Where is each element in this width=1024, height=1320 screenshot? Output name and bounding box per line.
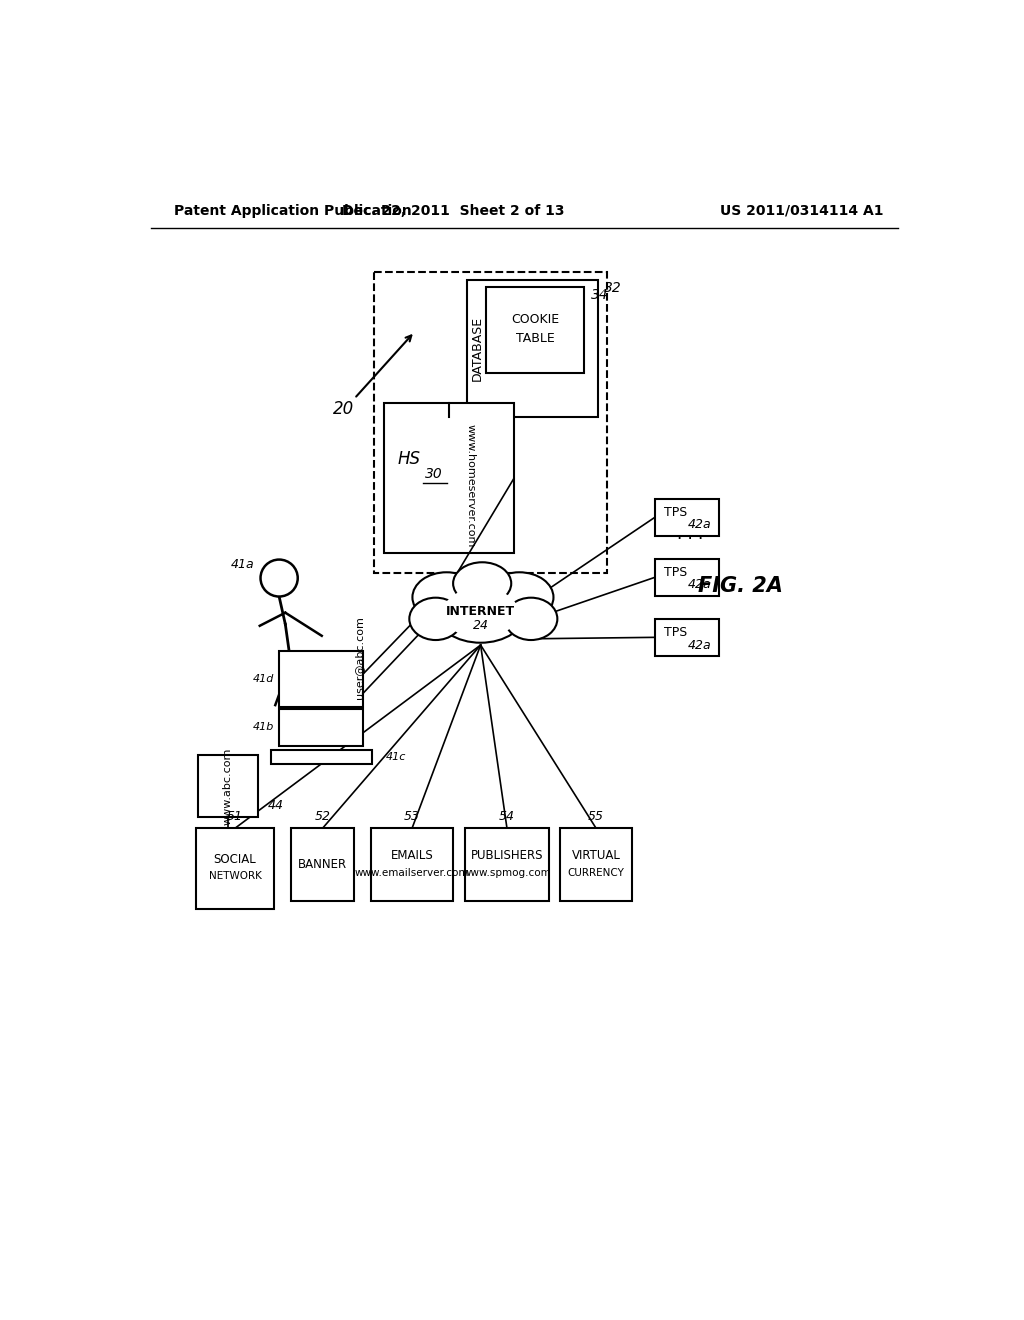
Text: 44: 44 <box>267 799 284 812</box>
Bar <box>280 651 362 706</box>
Text: 41a: 41a <box>230 558 255 572</box>
Text: EMAILS: EMAILS <box>391 849 433 862</box>
Text: COOKIE: COOKIE <box>511 313 559 326</box>
Text: TPS: TPS <box>664 626 687 639</box>
Bar <box>384 404 514 553</box>
Text: 41c: 41c <box>386 751 407 762</box>
Text: INTERNET: INTERNET <box>446 605 515 618</box>
Text: 51: 51 <box>227 810 243 824</box>
Text: TABLE: TABLE <box>515 333 554 345</box>
Bar <box>486 286 584 374</box>
Text: SOCIAL: SOCIAL <box>214 853 256 866</box>
Text: CURRENCY: CURRENCY <box>567 867 625 878</box>
Circle shape <box>260 560 298 597</box>
Bar <box>197 829 273 909</box>
Text: user@abc.com: user@abc.com <box>354 616 364 698</box>
Text: 55: 55 <box>588 810 604 824</box>
Ellipse shape <box>413 573 480 622</box>
Bar <box>465 829 549 902</box>
Text: www.spmog.com: www.spmog.com <box>463 867 551 878</box>
Text: www.abc.com: www.abc.com <box>223 747 233 825</box>
Text: TPS: TPS <box>664 506 687 519</box>
Text: 30: 30 <box>425 467 443 480</box>
Text: 54: 54 <box>499 810 515 824</box>
Text: www.emailserver.com: www.emailserver.com <box>354 867 469 878</box>
Ellipse shape <box>410 598 462 640</box>
Text: www.homeserver.com: www.homeserver.com <box>466 424 475 548</box>
Text: PUBLISHERS: PUBLISHERS <box>471 849 543 862</box>
Bar <box>655 499 719 536</box>
Bar <box>372 829 453 902</box>
Bar <box>375 272 607 573</box>
Text: US 2011/0314114 A1: US 2011/0314114 A1 <box>721 203 884 218</box>
Text: 53: 53 <box>404 810 420 824</box>
Text: 52: 52 <box>314 810 331 824</box>
Text: TPS: TPS <box>664 566 687 579</box>
Bar <box>560 829 632 902</box>
Ellipse shape <box>453 562 511 605</box>
Bar <box>655 558 719 595</box>
Text: . . .: . . . <box>677 525 703 543</box>
Bar <box>280 709 362 746</box>
Text: 32: 32 <box>604 281 622 294</box>
Bar <box>655 619 719 656</box>
Bar <box>467 280 598 417</box>
Text: NETWORK: NETWORK <box>209 871 261 882</box>
Bar <box>271 750 372 763</box>
Text: VIRTUAL: VIRTUAL <box>571 849 621 862</box>
Bar <box>198 755 258 817</box>
Text: 20: 20 <box>333 400 354 418</box>
Text: Dec. 22, 2011  Sheet 2 of 13: Dec. 22, 2011 Sheet 2 of 13 <box>342 203 565 218</box>
Text: 41b: 41b <box>253 722 274 733</box>
Text: 42a: 42a <box>688 639 712 652</box>
Bar <box>291 829 354 902</box>
Text: 34: 34 <box>592 288 609 302</box>
Text: HS: HS <box>397 450 420 467</box>
Text: 24: 24 <box>473 619 488 631</box>
Ellipse shape <box>442 587 518 638</box>
Text: 42a: 42a <box>688 578 712 591</box>
Ellipse shape <box>436 582 525 643</box>
Text: Patent Application Publication: Patent Application Publication <box>174 203 413 218</box>
Text: DATABASE: DATABASE <box>471 315 484 381</box>
Text: 41d: 41d <box>253 675 274 684</box>
Text: FIG. 2A: FIG. 2A <box>697 576 782 595</box>
Text: 42a: 42a <box>688 519 712 532</box>
Ellipse shape <box>505 598 557 640</box>
Ellipse shape <box>485 573 554 622</box>
Text: BANNER: BANNER <box>298 858 347 871</box>
